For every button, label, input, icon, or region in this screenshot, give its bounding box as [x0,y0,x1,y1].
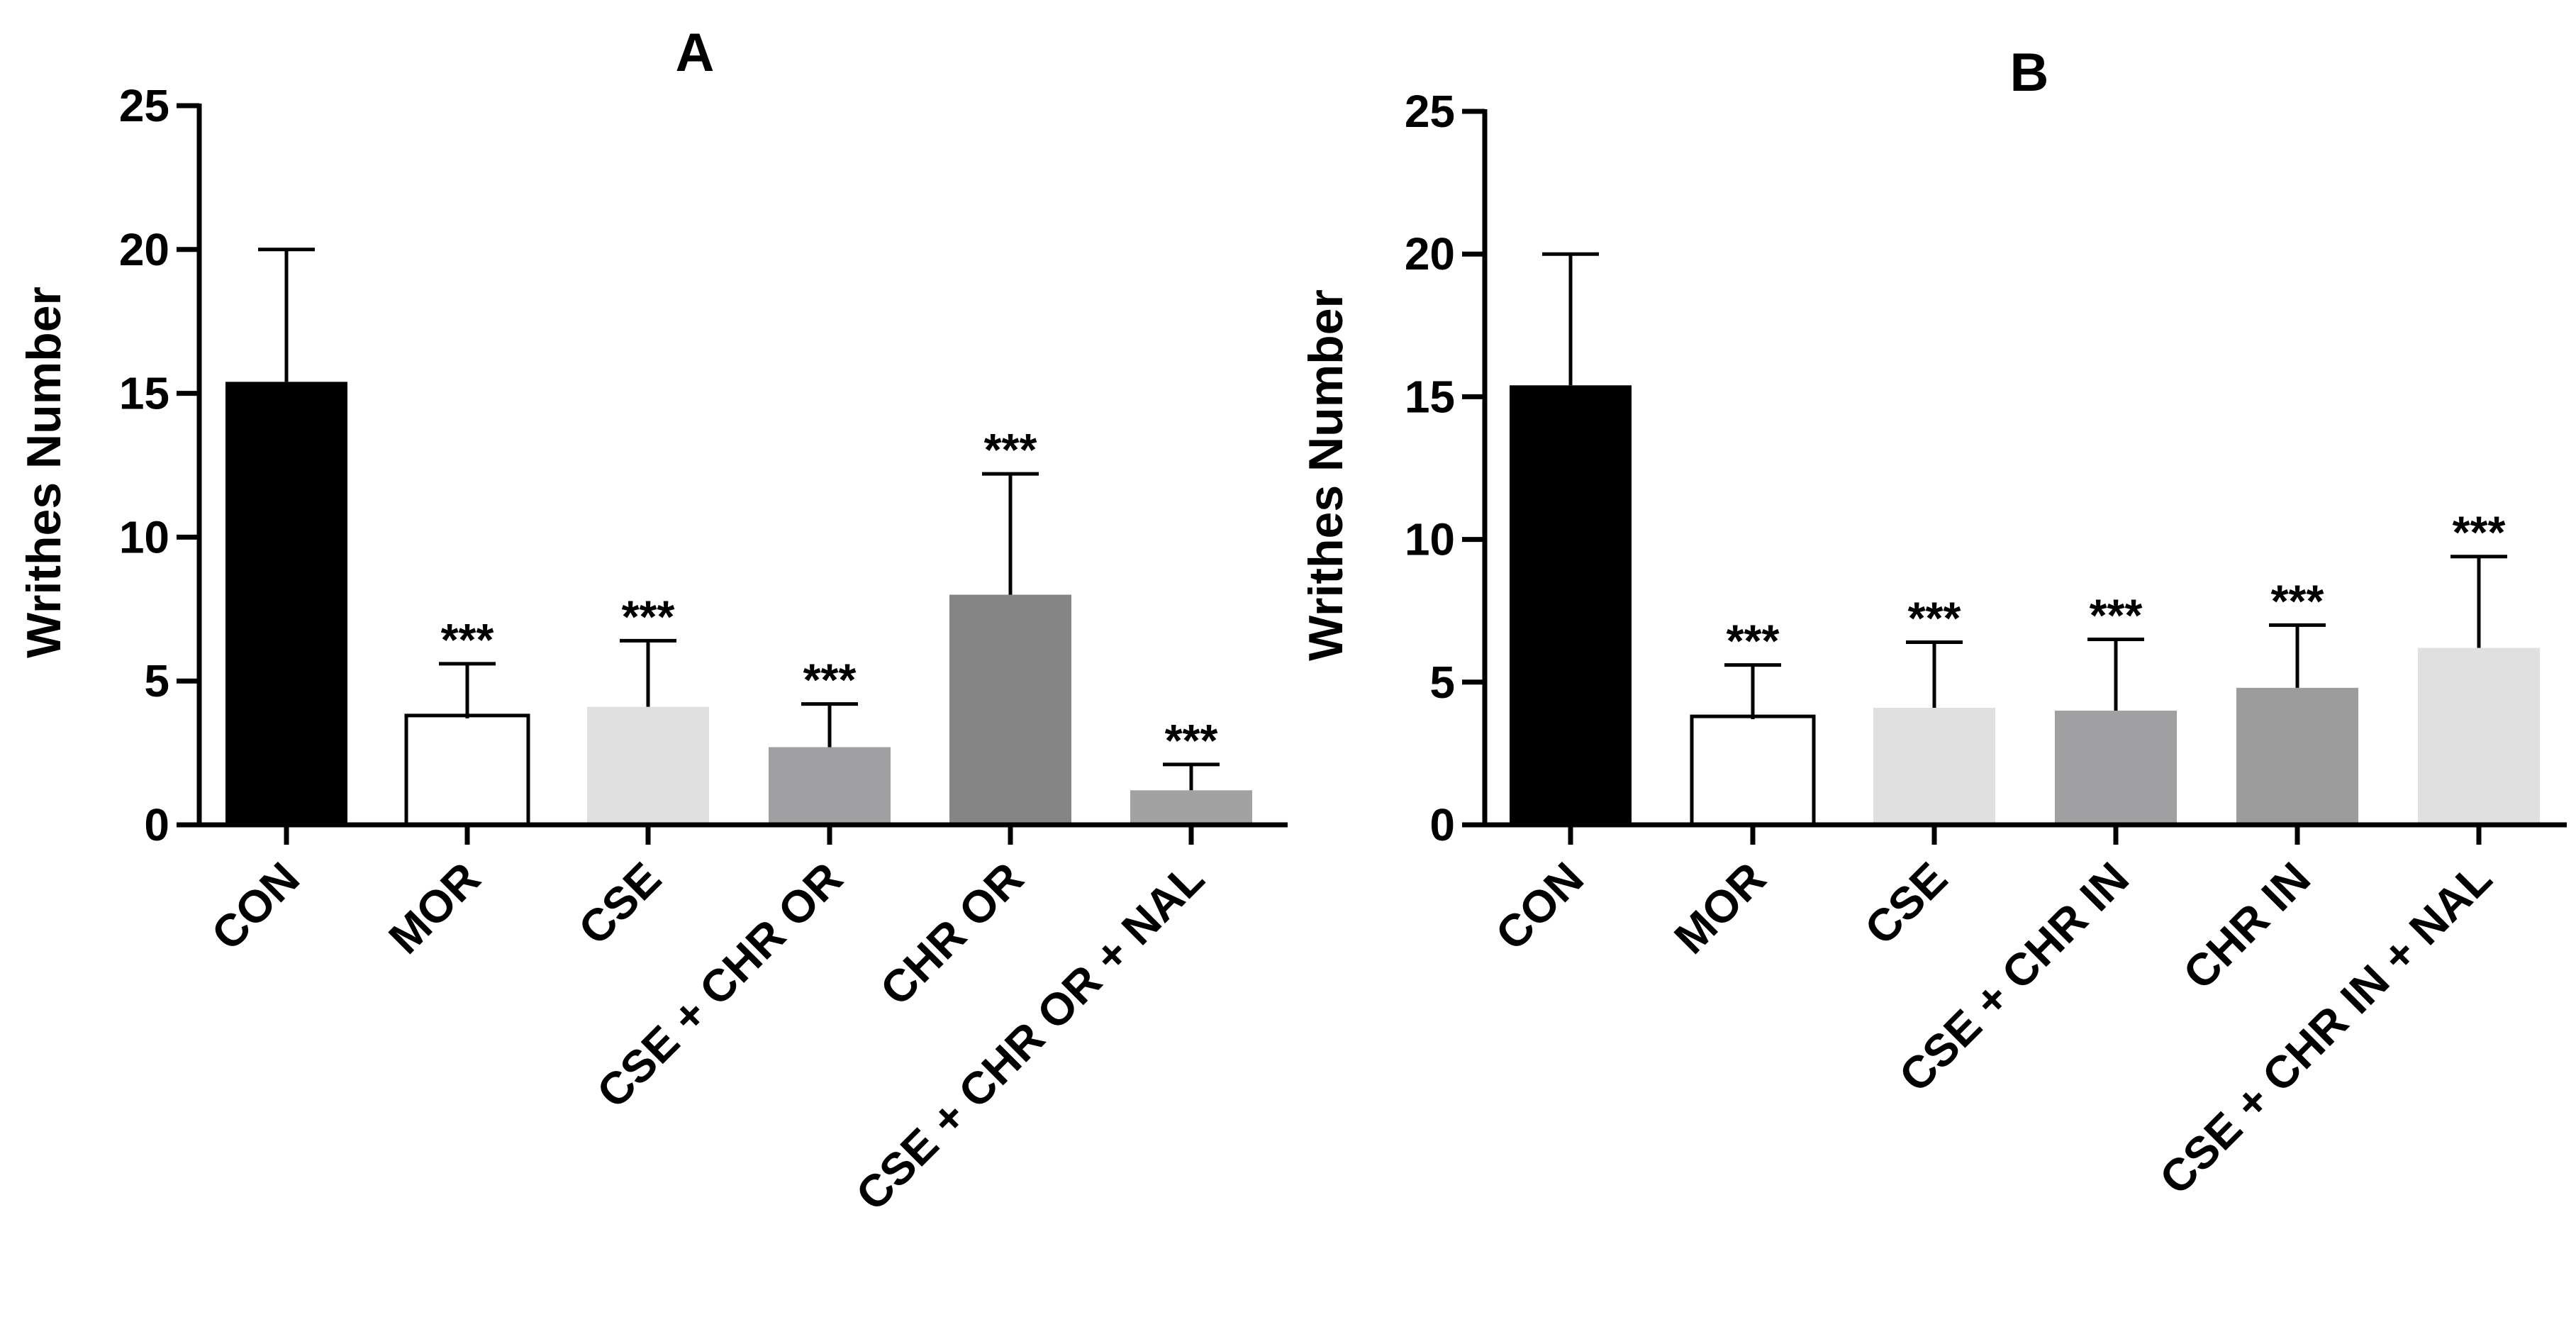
x-tick-label: CSE [1855,852,1957,955]
bar-mor [404,713,530,827]
y-tick-label: 25 [1405,86,1455,137]
bar-chr-or [949,594,1071,825]
bar-cse-chr-or [769,747,891,825]
x-tick-label: CSE [569,852,671,955]
significance-marker: *** [803,655,857,706]
bar-mor [1690,714,1816,827]
bar-con [1510,385,1632,825]
y-tick-label: 0 [1429,799,1455,850]
panel-title: B [2010,43,2049,103]
y-axis-label: Writhes Number [1299,289,1353,661]
x-tick-label: MOR [379,852,489,963]
x-tick-label: CON [1485,852,1593,960]
significance-marker: *** [2453,507,2506,558]
significance-marker: *** [1908,592,1961,643]
y-tick-label: 20 [119,224,169,275]
x-tick-label: CSE + CHR IN + NAL [2150,852,2502,1204]
bar-cse [587,706,709,825]
panel-title: A [676,23,715,83]
bar-cse-chr-in [2055,711,2177,825]
y-tick-label: 10 [119,511,169,562]
significance-marker: *** [441,614,494,665]
y-tick-label: 20 [1405,228,1455,279]
significance-marker: *** [622,591,675,642]
bar-cse [1873,708,1995,825]
y-tick-label: 0 [144,799,169,850]
y-axis-label: Writhes Number [17,287,71,658]
bar-cse-chr-in-nal [2418,648,2540,825]
significance-marker: *** [984,424,1037,475]
significance-marker: *** [2090,589,2143,640]
x-tick-label: MOR [1664,852,1775,963]
y-tick-label: 5 [1429,657,1455,708]
y-tick-label: 15 [119,368,169,419]
bar-con [225,382,347,825]
y-tick-label: 15 [1405,371,1455,422]
significance-marker: *** [1165,715,1218,766]
x-tick-label: CHR OR [870,852,1032,1015]
x-tick-label: CHR IN [2173,852,2320,999]
x-tick-label: CON [201,852,308,960]
y-tick-label: 10 [1405,514,1455,565]
bar-cse-chr-or-nal [1130,790,1252,825]
significance-marker: *** [2271,575,2324,626]
significance-marker: *** [1727,616,1780,667]
y-tick-label: 25 [119,80,169,131]
x-tick-label: CSE + CHR OR + NAL [846,852,1214,1221]
bar-chr-in [2236,687,2358,825]
y-tick-label: 5 [144,655,169,706]
